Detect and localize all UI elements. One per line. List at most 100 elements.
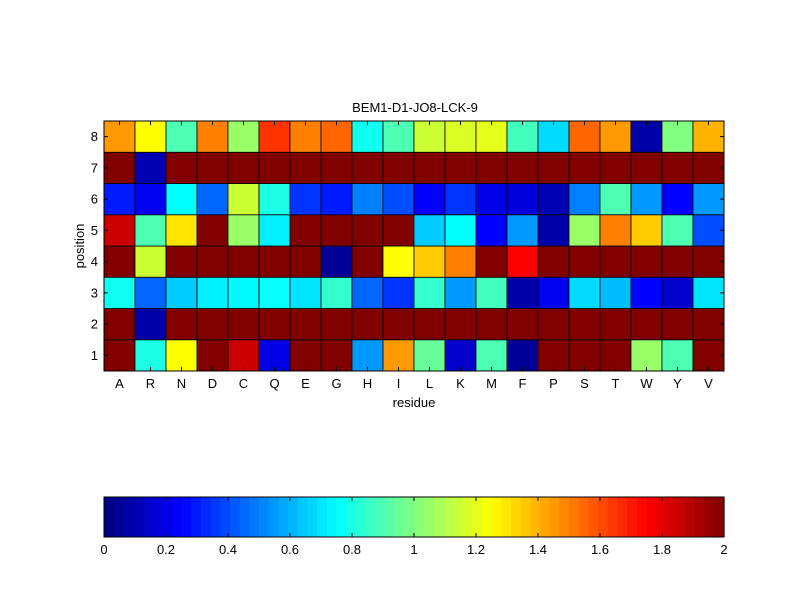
heatmap-cell — [661, 276, 694, 309]
heatmap-cell — [103, 308, 136, 341]
colorbar-segment — [375, 497, 386, 537]
x-tick-label: R — [146, 376, 155, 391]
heatmap-cell — [413, 120, 446, 153]
colorbar-segment — [607, 497, 619, 537]
heatmap-cell — [537, 183, 570, 216]
heatmap-cell — [289, 151, 322, 184]
heatmap-cell — [444, 339, 477, 372]
colorbar-segment — [462, 497, 473, 537]
x-tick-label: D — [208, 376, 217, 391]
y-tick-label: 6 — [91, 192, 98, 207]
heatmap-cell — [103, 339, 136, 372]
heatmap-cell — [661, 120, 694, 153]
heatmap-cell — [692, 308, 725, 341]
heatmap-cell — [537, 245, 570, 278]
colorbar-segment — [171, 497, 183, 537]
heatmap-cell — [661, 151, 694, 184]
colorbar-segment — [326, 497, 338, 537]
heatmap-cell — [661, 183, 694, 216]
heatmap-cell — [351, 245, 384, 278]
heatmap-cell — [475, 339, 508, 372]
colorbar-segment — [481, 497, 493, 537]
heatmap-cell — [568, 308, 601, 341]
colorbar-segment — [491, 497, 502, 537]
heatmap-cell — [661, 308, 694, 341]
heatmap-cell — [258, 120, 291, 153]
heatmap-cell — [165, 214, 198, 247]
colorbar-segment — [675, 497, 686, 537]
heatmap-cell — [351, 214, 384, 247]
colorbar-segment — [142, 497, 154, 537]
heatmap-cell — [475, 151, 508, 184]
heatmap-cell — [475, 214, 508, 247]
heatmap-cell — [351, 276, 384, 309]
colorbar-segment — [181, 497, 192, 537]
heatmap-cell — [351, 151, 384, 184]
heatmap-cell — [599, 339, 632, 372]
colorbar-segment — [530, 497, 541, 537]
heatmap-cell — [289, 214, 322, 247]
heatmap-cell — [134, 339, 167, 372]
heatmap-cell — [382, 308, 415, 341]
x-tick-label: G — [331, 376, 341, 391]
colorbar-tick-label: 2 — [720, 542, 727, 557]
y-axis-ticks: 1 2 3 4 5 6 7 8 — [91, 129, 724, 363]
x-axis-label: residue — [393, 395, 436, 410]
heatmap-cell — [196, 276, 229, 309]
colorbar-segment — [404, 497, 415, 537]
heatmap-cell — [196, 151, 229, 184]
colorbar-segment — [520, 497, 531, 537]
heatmap-cell — [165, 120, 198, 153]
heatmap-cell — [506, 214, 539, 247]
colorbar-segment — [539, 497, 551, 537]
heatmap-cell — [537, 276, 570, 309]
y-tick-label: 2 — [91, 317, 98, 332]
heatmap-cell — [227, 308, 260, 341]
colorbar-segment — [714, 497, 725, 537]
heatmap-cell — [692, 151, 725, 184]
x-tick-label: H — [363, 376, 372, 391]
heatmap-cell — [134, 151, 167, 184]
heatmap-cell — [382, 183, 415, 216]
heatmap-cell — [506, 308, 539, 341]
plot-frame — [103, 120, 725, 372]
colorbar-segment — [200, 497, 212, 537]
heatmap-cell — [351, 183, 384, 216]
colorbar-segment — [336, 497, 347, 537]
colorbar-segment — [268, 497, 279, 537]
heatmap-cell — [165, 183, 198, 216]
colorbar-segment — [665, 497, 677, 537]
colorbar-segment — [569, 497, 580, 537]
x-tick-label: W — [640, 376, 653, 391]
heatmap-cell — [134, 120, 167, 153]
x-tick-label: V — [704, 376, 713, 391]
heatmap-cell — [413, 339, 446, 372]
heatmap-cell — [444, 245, 477, 278]
heatmap-cell — [258, 245, 291, 278]
heatmap-cell — [599, 308, 632, 341]
x-tick-label: I — [397, 376, 401, 391]
heatmap-cell — [103, 276, 136, 309]
heatmap-cell — [351, 120, 384, 153]
x-tick-label: Q — [269, 376, 279, 391]
heatmap-cell — [475, 120, 508, 153]
heatmap-cell — [537, 214, 570, 247]
colorbar-segment — [123, 497, 134, 537]
heatmap-cell — [103, 120, 136, 153]
heatmap-cell — [320, 183, 353, 216]
heatmap-cell — [413, 183, 446, 216]
heatmap-cell — [568, 245, 601, 278]
heatmap-cell — [103, 183, 136, 216]
heatmap-cell — [537, 151, 570, 184]
colorbar-segment — [239, 497, 250, 537]
heatmap-cell — [320, 339, 353, 372]
heatmap-cell — [692, 214, 725, 247]
y-tick-label: 7 — [91, 160, 98, 175]
heatmap-cell — [630, 245, 663, 278]
colorbar-tick-label: 0.6 — [281, 542, 299, 557]
heatmap-cell — [506, 183, 539, 216]
heatmap-cell — [537, 120, 570, 153]
heatmap-cell — [568, 214, 601, 247]
heatmap-cell — [320, 151, 353, 184]
